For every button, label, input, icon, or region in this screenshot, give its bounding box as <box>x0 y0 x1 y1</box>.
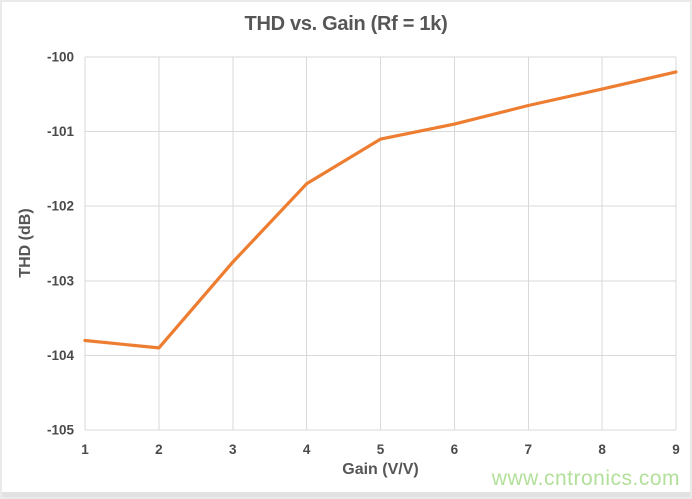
bottom-strip <box>2 492 690 497</box>
y-tick-label: -101 <box>47 124 75 139</box>
x-tick-label: 1 <box>81 442 89 457</box>
x-tick-label: 9 <box>672 442 680 457</box>
x-tick-label: 4 <box>303 442 311 457</box>
watermark: www.cntronics.com <box>491 467 680 490</box>
y-tick-label: -100 <box>47 50 74 65</box>
y-tick-label: -104 <box>47 348 75 363</box>
x-tick-label: 2 <box>155 442 163 457</box>
chart-title: THD vs. Gain (Rf = 1k) <box>244 13 448 35</box>
thd-line <box>83 70 678 350</box>
x-tick-label: 3 <box>229 442 237 457</box>
y-tick-label: -102 <box>47 199 74 214</box>
x-tick-label: 7 <box>524 442 532 457</box>
x-axis-title: Gain (V/V) <box>342 461 419 478</box>
x-tick-label: 6 <box>451 442 459 457</box>
x-tick-label: 5 <box>377 442 385 457</box>
y-tick-label: -103 <box>47 273 75 288</box>
y-tick-label: -105 <box>47 423 75 438</box>
x-tick-label: 8 <box>598 442 606 457</box>
